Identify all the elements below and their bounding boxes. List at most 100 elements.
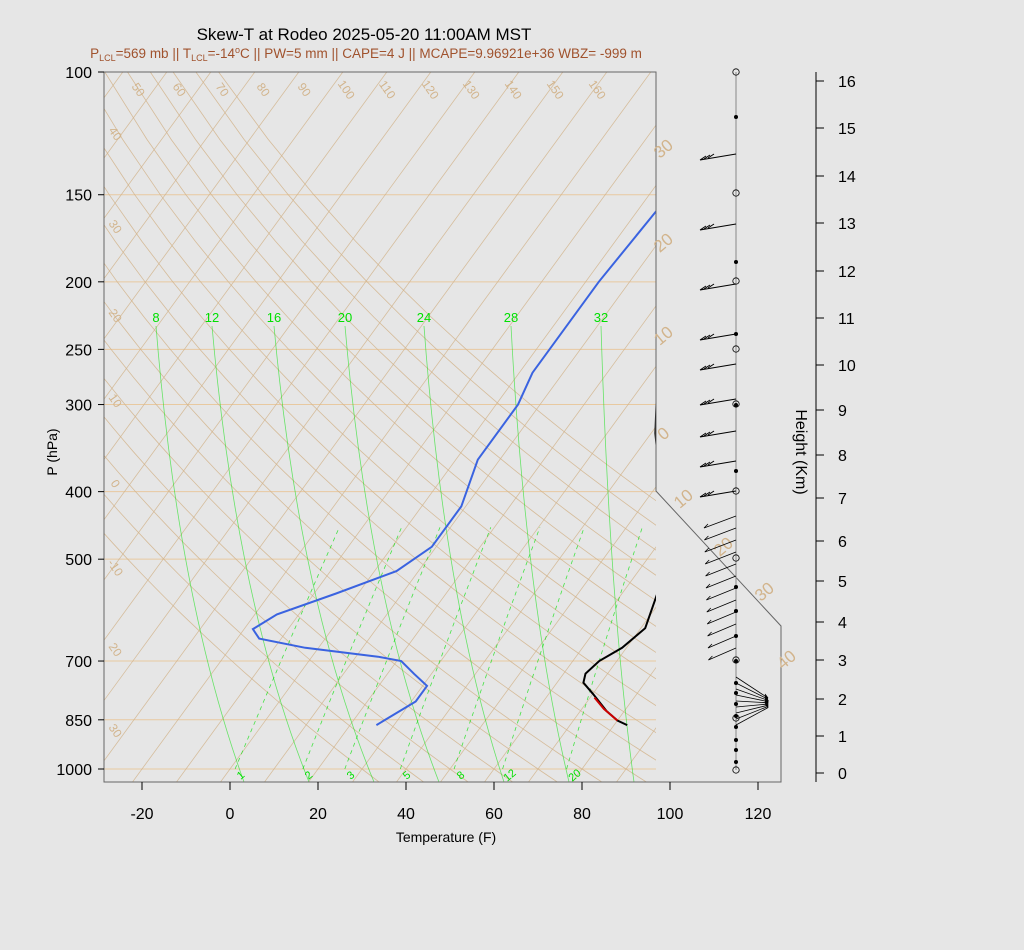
wind-barb bbox=[699, 490, 737, 498]
mixing-ratio-label: 3 bbox=[345, 769, 357, 782]
dry-adiabat-label: 80 bbox=[254, 80, 273, 99]
isotherm-line bbox=[484, 546, 656, 782]
height-tick-label: 11 bbox=[838, 311, 855, 328]
wind-level-dot bbox=[734, 738, 738, 742]
wind-barb bbox=[735, 699, 769, 708]
isotherm-line bbox=[104, 72, 388, 461]
dry-adiabat-label: 120 bbox=[419, 77, 442, 102]
height-tick-label: 3 bbox=[838, 653, 847, 670]
y-tick-label: 150 bbox=[65, 188, 92, 205]
y-tick-label: 500 bbox=[65, 552, 92, 569]
height-axis-label: Height (Km) bbox=[792, 409, 809, 494]
temperature-profile-line bbox=[582, 388, 656, 727]
wind-level-dot bbox=[734, 725, 738, 729]
y-tick-label: 400 bbox=[65, 485, 92, 502]
isotherm-line bbox=[104, 72, 344, 400]
dry-adiabat-line bbox=[104, 339, 603, 782]
isotherm-line bbox=[747, 72, 1024, 784]
y-tick-label: 250 bbox=[65, 342, 92, 359]
isotherm-line bbox=[440, 486, 656, 782]
isotherm-line bbox=[0, 72, 35, 784]
wind-barb bbox=[704, 539, 737, 553]
mixing-ratio-line bbox=[502, 527, 585, 770]
isotherm-label: 20 bbox=[710, 533, 737, 560]
mixing-ratio-line bbox=[566, 527, 643, 770]
isotherm-label: 30 bbox=[650, 135, 677, 162]
wind-level-dot bbox=[734, 403, 738, 407]
isotherm-label: 10 bbox=[670, 485, 697, 512]
isotherm-line bbox=[104, 72, 256, 280]
wind-level-dot bbox=[734, 260, 738, 264]
mixing-ratio-line bbox=[302, 527, 402, 770]
x-tick-label: 20 bbox=[309, 806, 327, 823]
y-axis-label: P (hPa) bbox=[44, 428, 60, 475]
y-tick-label: 850 bbox=[65, 713, 92, 730]
wind-level-dot bbox=[734, 748, 738, 752]
mixing-ratio-label: 20 bbox=[338, 310, 352, 325]
mixing-ratio-label: 28 bbox=[504, 310, 518, 325]
height-tick-label: 4 bbox=[838, 615, 847, 632]
wind-barb bbox=[735, 700, 769, 714]
isotherm-line bbox=[104, 72, 476, 581]
mixing-ratio-label: 5 bbox=[401, 769, 413, 782]
x-tick-label: 100 bbox=[657, 806, 684, 823]
moist-adiabat-line bbox=[273, 325, 375, 782]
height-tick-label: 1 bbox=[838, 729, 847, 746]
wind-level-ring bbox=[732, 400, 740, 408]
dry-adiabat-line bbox=[104, 416, 514, 782]
isotherm-label: 10 bbox=[106, 391, 125, 410]
x-tick-label: 40 bbox=[397, 806, 415, 823]
isotherm-line bbox=[104, 72, 432, 521]
wind-barb bbox=[705, 563, 737, 577]
height-tick-label: 0 bbox=[838, 766, 847, 783]
moist-adiabat-line bbox=[211, 325, 310, 782]
wind-level-ring bbox=[732, 345, 740, 353]
chart-title: Skew-T at Rodeo 2025-05-20 11:00AM MST bbox=[197, 25, 532, 44]
wind-barb bbox=[735, 682, 769, 700]
mixing-ratio-label: 16 bbox=[267, 310, 281, 325]
wind-barb bbox=[703, 515, 737, 529]
parcel-profile-line bbox=[593, 696, 619, 722]
height-tick-label: 7 bbox=[838, 491, 847, 508]
wind-level-dot bbox=[734, 760, 738, 764]
y-tick-label: 1000 bbox=[56, 762, 92, 779]
wind-barb bbox=[735, 688, 770, 702]
mixing-ratio-line bbox=[453, 527, 541, 770]
height-tick-label: 16 bbox=[838, 74, 856, 91]
height-tick-label: 5 bbox=[838, 574, 847, 591]
isotherm-line bbox=[308, 305, 656, 782]
dry-adiabat-label: 160 bbox=[586, 77, 609, 102]
moist-adiabat-line bbox=[423, 325, 505, 782]
wind-barb bbox=[699, 363, 737, 371]
isotherm-label: 20 bbox=[106, 640, 125, 659]
dry-adiabat-line bbox=[104, 377, 559, 782]
dry-adiabat-label: 50 bbox=[129, 80, 148, 99]
y-tick-label: 300 bbox=[65, 398, 92, 415]
x-tick-label: 120 bbox=[745, 806, 772, 823]
isotherm-label: 30 bbox=[106, 721, 125, 740]
isotherm-label: 0 bbox=[108, 477, 123, 491]
wind-barb bbox=[699, 398, 737, 406]
wind-level-ring bbox=[732, 554, 740, 562]
x-tick-label: 80 bbox=[573, 806, 591, 823]
isotherm-line bbox=[264, 245, 656, 782]
isotherm-line bbox=[132, 72, 652, 782]
wind-level-ring bbox=[732, 487, 740, 495]
dry-adiabat-line bbox=[195, 72, 656, 526]
isotherm-line bbox=[220, 184, 656, 782]
dry-adiabat-line bbox=[104, 107, 656, 653]
isotherm-label: 40 bbox=[773, 646, 800, 673]
wind-barb bbox=[735, 698, 769, 704]
isotherm-line bbox=[104, 72, 608, 762]
wind-level-dot bbox=[734, 691, 738, 695]
isotherm-line bbox=[104, 72, 300, 340]
dry-adiabat-label: 100 bbox=[335, 77, 358, 102]
height-tick-label: 6 bbox=[838, 534, 847, 551]
x-axis-label: Temperature (F) bbox=[396, 829, 496, 845]
height-tick-label: 10 bbox=[838, 358, 856, 375]
dry-adiabat-line bbox=[104, 300, 648, 782]
wind-barb bbox=[735, 694, 769, 703]
wind-barb bbox=[699, 153, 737, 161]
isotherm-label: -10 bbox=[105, 557, 127, 580]
